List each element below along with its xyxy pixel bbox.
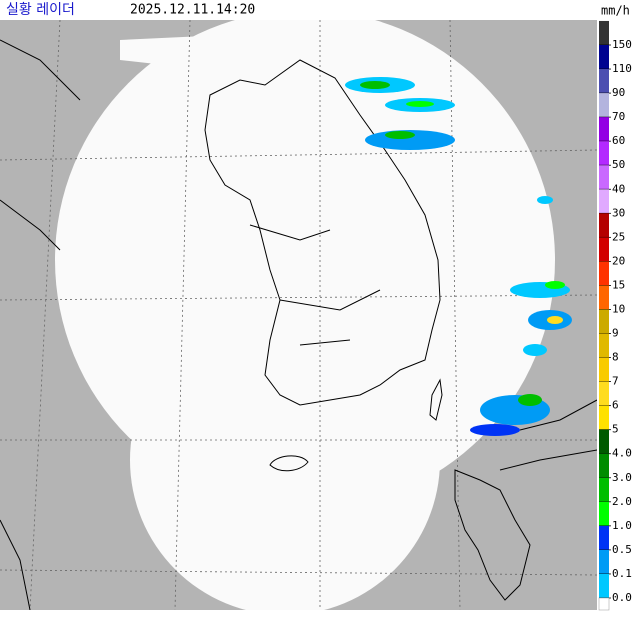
legend-swatch xyxy=(599,453,609,478)
legend-swatch xyxy=(599,141,609,166)
legend-label: 20 xyxy=(612,254,625,267)
legend-swatch xyxy=(599,429,609,454)
legend-label: 5 xyxy=(612,423,619,436)
legend-label: 9 xyxy=(612,327,619,340)
legend-swatch xyxy=(599,213,609,238)
legend-label: 1.0 xyxy=(612,519,632,532)
legend-swatch xyxy=(599,261,609,286)
legend-swatch xyxy=(599,549,609,574)
legend-swatch xyxy=(599,381,609,406)
legend-label: 6 xyxy=(612,399,619,412)
legend-swatch xyxy=(599,69,609,94)
legend-label: 8 xyxy=(612,351,619,364)
rain-echoes xyxy=(345,77,572,436)
legend-label: 7 xyxy=(612,375,619,388)
unit: mm/h xyxy=(601,4,630,18)
legend-swatch xyxy=(599,285,609,310)
legend-swatch xyxy=(599,501,609,526)
legend-label: 150 xyxy=(612,38,632,51)
legend-swatch xyxy=(599,165,609,190)
legend-swatch xyxy=(599,20,609,45)
legend-swatch xyxy=(599,309,609,334)
legend-label: 25 xyxy=(612,230,625,243)
legend-swatch xyxy=(599,477,609,502)
map xyxy=(0,20,597,610)
legend-swatch xyxy=(599,573,609,598)
legend-label: 110 xyxy=(612,62,632,75)
legend-label: 70 xyxy=(612,110,625,123)
legend-label: 15 xyxy=(612,278,625,291)
legend-swatch xyxy=(599,357,609,382)
legend-swatch xyxy=(599,405,609,430)
legend-label: 4.0 xyxy=(612,447,632,460)
coastline xyxy=(0,39,597,610)
legend-label: 40 xyxy=(612,182,625,195)
grid xyxy=(0,20,597,610)
title: 실황 레이더 xyxy=(6,2,75,18)
legend-swatch xyxy=(599,45,609,70)
legend-label: 90 xyxy=(612,86,625,99)
legend: 150 110 90 70 60 50 40 30 25 20 15 10 9 8 7 6 5 4.0 3.0 2.0… xyxy=(598,20,632,611)
legend-label: 30 xyxy=(612,206,625,219)
legend-label: 50 xyxy=(612,158,625,171)
legend-swatch xyxy=(599,525,609,550)
legend-label: 10 xyxy=(612,302,625,315)
legend-label: 3.0 xyxy=(612,471,632,484)
legend-label: 60 xyxy=(612,134,625,147)
legend-swatch xyxy=(599,93,609,118)
legend-swatch xyxy=(599,189,609,214)
legend-label: 0.1 xyxy=(612,567,632,580)
legend-swatch xyxy=(598,597,610,611)
legend-label: 2.0 xyxy=(612,495,632,508)
legend-swatch xyxy=(599,117,609,142)
legend-swatch xyxy=(599,237,609,262)
timestamp: 2025.12.11.14:20 xyxy=(130,3,255,18)
legend-swatch xyxy=(599,333,609,358)
legend-label: 0.5 xyxy=(612,543,632,556)
legend-label: 0.0 xyxy=(612,591,632,604)
